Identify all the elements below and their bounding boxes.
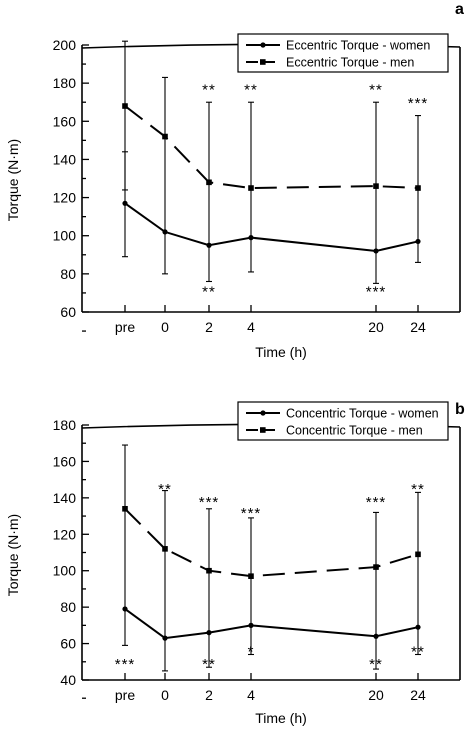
x-tick-label: 0: [161, 319, 169, 335]
x-tick-label: 0: [161, 687, 169, 703]
x-tick-label: 2: [205, 319, 213, 335]
significance-label: **: [369, 656, 383, 673]
y-tick-label: 80: [60, 266, 76, 282]
y-tick-label: 200: [53, 37, 77, 53]
x-tick-label: 2: [205, 687, 213, 703]
legend-label: Concentric Torque - women: [286, 407, 439, 421]
significance-label: **: [202, 82, 216, 99]
x-tick-label: pre: [115, 319, 135, 335]
x-tick-label: 20: [368, 687, 384, 703]
legend-box: [237, 401, 449, 441]
data-point: [122, 200, 128, 206]
significance-label: **: [202, 284, 216, 301]
data-point: [248, 235, 254, 241]
data-point: [415, 624, 421, 630]
significance-label: **: [158, 481, 172, 498]
series-line-women: [124, 202, 419, 252]
significance-label: *: [248, 643, 255, 660]
y-tick-label: 160: [53, 453, 77, 469]
y-axis-title: Torque (N·m): [5, 139, 21, 221]
y-tick-label: 160: [53, 113, 77, 129]
legend-marker: [260, 42, 266, 48]
data-point: [206, 242, 212, 248]
significance-label: **: [202, 656, 216, 673]
legend-label: Concentric Torque - men: [286, 424, 423, 438]
significance-label: ***: [115, 656, 136, 673]
y-tick-label: 140: [53, 151, 77, 167]
data-point: [206, 567, 212, 574]
x-tick-label: 24: [410, 687, 426, 703]
data-point: [162, 635, 168, 641]
significance-label: **: [411, 643, 425, 660]
y-axis-title: Torque (N·m): [5, 514, 21, 596]
y-tick-label: 40: [60, 672, 76, 688]
y-tick-label: 180: [53, 75, 77, 91]
legend-marker: [260, 427, 266, 433]
y-tick-label: 120: [53, 190, 77, 206]
significance-label: ***: [199, 494, 220, 511]
x-tick-label: pre: [115, 687, 135, 703]
data-point: [162, 546, 168, 552]
significance-label: ***: [241, 505, 262, 522]
x-axis-title: Time (h): [255, 710, 307, 726]
significance-label: ***: [366, 494, 387, 511]
data-point: [206, 630, 212, 636]
significance-label: ***: [408, 95, 429, 112]
x-tick-label: 4: [247, 687, 255, 703]
y-tick-label: 60: [60, 304, 76, 320]
data-point: [122, 505, 128, 512]
data-point: [415, 238, 421, 245]
y-tick-label: 120: [53, 526, 77, 542]
data-point: [122, 606, 128, 612]
x-tick-label: 24: [410, 319, 426, 335]
series-line-men: [124, 508, 419, 578]
y-tick-label: 80: [60, 599, 76, 615]
y-tick-label: 180: [53, 417, 77, 433]
significance-label: ***: [366, 284, 387, 301]
data-point: [162, 229, 168, 235]
data-point: [373, 564, 379, 570]
series-line-women: [124, 608, 419, 640]
legend-label: Eccentric Torque - men: [286, 56, 414, 70]
data-point: [373, 183, 379, 189]
panel-letter-b: b: [455, 401, 465, 418]
y-tick-label: 60: [60, 636, 76, 652]
data-point: [122, 103, 128, 109]
data-point: [248, 573, 254, 579]
legend-box: [237, 33, 449, 73]
legend-label: Eccentric Torque - women: [286, 39, 430, 53]
significance-label: **: [244, 82, 258, 99]
x-tick-label: 20: [368, 319, 384, 335]
data-point: [206, 179, 212, 186]
data-point: [373, 248, 379, 254]
data-point: [415, 185, 421, 191]
data-point: [373, 633, 379, 639]
legend-marker: [260, 59, 266, 65]
data-point: [248, 622, 254, 628]
data-point: [248, 185, 254, 191]
legend-marker: [260, 410, 266, 416]
series-line-men: [124, 105, 419, 190]
y-tick-label: 100: [53, 563, 77, 579]
data-point: [162, 133, 168, 140]
significance-label: **: [369, 82, 383, 99]
data-point: [415, 551, 421, 558]
significance-label: **: [411, 481, 425, 498]
x-tick-label: 4: [247, 319, 255, 335]
y-tick-label: 140: [53, 490, 77, 506]
panel-letter-a: a: [455, 1, 464, 18]
y-tick-label: 100: [53, 228, 77, 244]
x-axis-title: Time (h): [255, 344, 307, 360]
